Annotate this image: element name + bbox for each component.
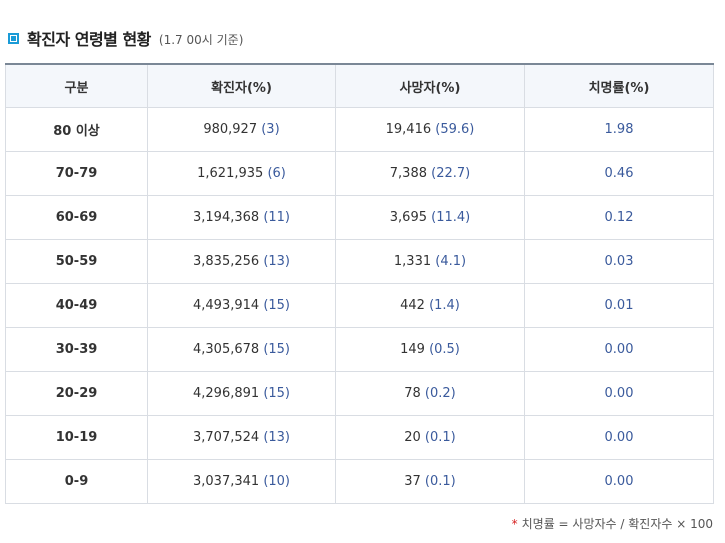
table-row: 70-79 1,621,935 (6) 7,388 (22.7) 0.46 (5, 151, 714, 196)
fatality-rate-cell: 0.46 (524, 151, 714, 196)
age-group-cell: 40-49 (5, 283, 148, 328)
fatality-rate-cell: 0.00 (524, 371, 714, 416)
footnote-star: * (511, 517, 518, 531)
deaths-count: 1,331 (393, 254, 432, 269)
cases-percent: (13) (263, 254, 290, 269)
cases-count: 3,194,368 (193, 210, 260, 225)
header-cases: 확진자(%) (147, 63, 336, 108)
deaths-cell: 3,695 (11.4) (335, 195, 525, 240)
deaths-count: 37 (404, 474, 421, 489)
deaths-cell: 442 (1.4) (335, 283, 525, 328)
age-group-cell: 20-29 (5, 371, 148, 416)
age-stats-table: 구분 확진자(%) 사망자(%) 치명률(%) 80 이상 980,927 (3)… (5, 63, 714, 504)
cases-percent: (11) (263, 210, 290, 225)
age-group-cell: 80 이상 (5, 107, 148, 152)
cases-percent: (15) (263, 342, 290, 357)
deaths-cell: 20 (0.1) (335, 415, 525, 460)
fatality-rate-cell: 1.98 (524, 107, 714, 152)
fatality-rate-cell: 0.12 (524, 195, 714, 240)
section-title: 확진자 연령별 현황 (27, 30, 151, 49)
table-row: 40-49 4,493,914 (15) 442 (1.4) 0.01 (5, 283, 714, 328)
deaths-percent: (11.4) (431, 210, 471, 225)
age-group-cell: 70-79 (5, 151, 148, 196)
header-category: 구분 (5, 63, 148, 108)
table-row: 20-29 4,296,891 (15) 78 (0.2) 0.00 (5, 371, 714, 416)
fatality-rate-cell: 0.00 (524, 415, 714, 460)
cases-cell: 4,296,891 (15) (147, 371, 336, 416)
age-group-cell: 0-9 (5, 459, 148, 504)
age-group-cell: 60-69 (5, 195, 148, 240)
header-deaths: 사망자(%) (335, 63, 525, 108)
table-body: 80 이상 980,927 (3) 19,416 (59.6) 1.98 70-79 1,… (5, 107, 714, 504)
cases-cell: 4,493,914 (15) (147, 283, 336, 328)
cases-count: 4,296,891 (193, 386, 260, 401)
cases-count: 3,835,256 (193, 254, 260, 269)
deaths-percent: (0.5) (429, 342, 460, 357)
table-row: 50-59 3,835,256 (13) 1,331 (4.1) 0.03 (5, 239, 714, 284)
table-header-row: 구분 확진자(%) 사망자(%) 치명률(%) (5, 63, 714, 108)
deaths-count: 442 (400, 298, 425, 313)
reference-time: (1.7 00시 기준) (158, 33, 244, 47)
age-group-cell: 10-19 (5, 415, 148, 460)
deaths-cell: 149 (0.5) (335, 327, 525, 372)
table-row: 30-39 4,305,678 (15) 149 (0.5) 0.00 (5, 327, 714, 372)
cases-percent: (13) (263, 430, 290, 445)
cases-count: 980,927 (203, 122, 258, 137)
cases-percent: (15) (263, 298, 290, 313)
fatality-rate-cell: 0.01 (524, 283, 714, 328)
fatality-rate-cell: 0.00 (524, 459, 714, 504)
deaths-cell: 37 (0.1) (335, 459, 525, 504)
deaths-count: 19,416 (385, 122, 432, 137)
deaths-count: 78 (404, 386, 421, 401)
deaths-percent: (1.4) (429, 298, 460, 313)
table-row: 10-19 3,707,524 (13) 20 (0.1) 0.00 (5, 415, 714, 460)
table-row: 60-69 3,194,368 (11) 3,695 (11.4) 0.12 (5, 195, 714, 240)
table-row: 80 이상 980,927 (3) 19,416 (59.6) 1.98 (5, 107, 714, 152)
cases-cell: 3,037,341 (10) (147, 459, 336, 504)
table-row: 0-9 3,037,341 (10) 37 (0.1) 0.00 (5, 459, 714, 504)
cases-count: 4,305,678 (193, 342, 260, 357)
cases-count: 3,707,524 (193, 430, 260, 445)
cases-cell: 3,707,524 (13) (147, 415, 336, 460)
square-bullet-icon (8, 32, 19, 44)
footnote-text: 치명률 = 사망자수 / 확진자수 × 100 (521, 517, 713, 531)
cases-percent: (3) (261, 122, 280, 137)
cases-count: 3,037,341 (193, 474, 260, 489)
deaths-count: 149 (400, 342, 425, 357)
cases-count: 1,621,935 (197, 166, 264, 181)
cases-cell: 980,927 (3) (147, 107, 336, 152)
fatality-rate-cell: 0.03 (524, 239, 714, 284)
deaths-percent: (0.1) (424, 474, 456, 489)
cases-percent: (10) (263, 474, 290, 489)
age-group-cell: 50-59 (5, 239, 148, 284)
deaths-count: 20 (404, 430, 421, 445)
deaths-percent: (4.1) (435, 254, 467, 269)
deaths-cell: 78 (0.2) (335, 371, 525, 416)
deaths-percent: (22.7) (431, 166, 471, 181)
footnote: * 치명률 = 사망자수 / 확진자수 × 100 (512, 515, 713, 532)
deaths-cell: 19,416 (59.6) (335, 107, 525, 152)
header-fatality-rate: 치명률(%) (524, 63, 714, 108)
deaths-cell: 1,331 (4.1) (335, 239, 525, 284)
cases-cell: 4,305,678 (15) (147, 327, 336, 372)
cases-percent: (15) (263, 386, 290, 401)
section-header: 확진자 연령별 현황 (1.7 00시 기준) (8, 26, 243, 50)
cases-cell: 3,835,256 (13) (147, 239, 336, 284)
deaths-percent: (0.2) (424, 386, 456, 401)
deaths-cell: 7,388 (22.7) (335, 151, 525, 196)
fatality-rate-cell: 0.00 (524, 327, 714, 372)
cases-count: 4,493,914 (193, 298, 260, 313)
deaths-count: 7,388 (389, 166, 427, 181)
deaths-percent: (0.1) (424, 430, 456, 445)
deaths-percent: (59.6) (435, 122, 475, 137)
cases-percent: (6) (267, 166, 286, 181)
age-group-cell: 30-39 (5, 327, 148, 372)
cases-cell: 1,621,935 (6) (147, 151, 336, 196)
deaths-count: 3,695 (389, 210, 427, 225)
cases-cell: 3,194,368 (11) (147, 195, 336, 240)
